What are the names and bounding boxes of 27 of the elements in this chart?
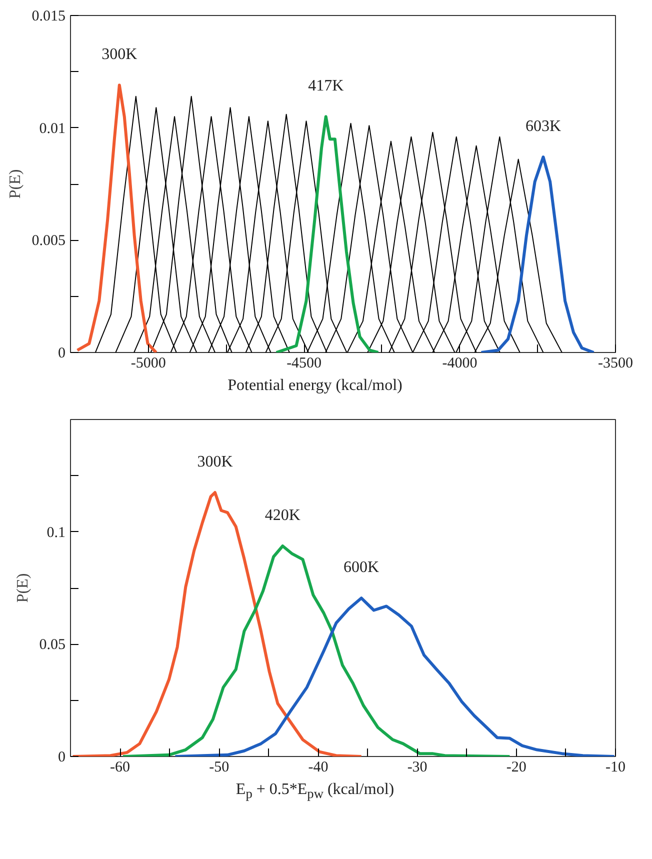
x-tick-label: -3500 xyxy=(598,356,633,372)
x-tick-label: -60 xyxy=(110,760,130,776)
y-tick-label: 0 xyxy=(58,346,66,362)
x-axis-title: E$_{p}$ + 0.5*E$_{pw}$ (kcal/mol) xyxy=(234,780,396,804)
y-tick-label: 0.005 xyxy=(32,233,66,250)
y-axis-title: P(E) xyxy=(14,573,32,603)
x-tick-label: -10 xyxy=(606,760,626,776)
y-tick-label: 0.01 xyxy=(39,120,66,137)
x-tick-label: -4500 xyxy=(286,356,322,372)
y-tick-label: 0.05 xyxy=(39,637,66,654)
x-tick-label: -5000 xyxy=(130,356,166,372)
series-label: 300K xyxy=(102,46,138,64)
y-tick-label: 0.015 xyxy=(32,8,66,24)
x-tick-label: -40 xyxy=(308,760,328,776)
x-tick-label: -20 xyxy=(506,760,526,776)
x-tick-label: -4000 xyxy=(442,356,478,372)
y-tick-label: 0.1 xyxy=(46,524,66,541)
x-tick-label: -30 xyxy=(407,760,428,776)
series-label: 300K xyxy=(197,454,234,471)
y-tick-label: 0 xyxy=(58,750,66,766)
x-axis-title: Potential energy (kcal/mol) xyxy=(226,376,404,396)
series-label: 417K xyxy=(308,78,344,95)
series-label: 600K xyxy=(344,559,380,576)
series-label: 420K xyxy=(264,506,301,524)
series-label: 603K xyxy=(525,118,562,136)
y-axis-title: P(E) xyxy=(6,169,24,199)
x-tick-label: -50 xyxy=(209,760,230,776)
